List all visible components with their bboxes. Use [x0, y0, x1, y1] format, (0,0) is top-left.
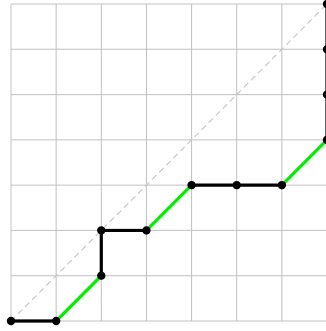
- path-vertex: [187, 180, 196, 190]
- path-vertex: [322, 90, 326, 99]
- path-vertex: [142, 226, 151, 235]
- diagonal-reference-line: [10, 4, 326, 322]
- path-vertices: [6, 0, 326, 326]
- path-vertex: [322, 135, 326, 144]
- path-vertex: [97, 226, 106, 235]
- path-vertex: [322, 45, 326, 54]
- path-step-diagonal: [280, 138, 326, 187]
- path-step-diagonal: [54, 274, 103, 323]
- path-vertex: [97, 271, 106, 280]
- path-vertex: [232, 180, 241, 190]
- path-vertex: [322, 0, 326, 9]
- path-vertex: [277, 180, 287, 190]
- path-step-diagonal: [144, 183, 194, 233]
- lattice-path: [9, 2, 326, 323]
- path-vertex: [6, 316, 16, 326]
- grid: [10, 3, 326, 322]
- path-vertex: [51, 316, 61, 326]
- diagonal-line: [10, 4, 326, 322]
